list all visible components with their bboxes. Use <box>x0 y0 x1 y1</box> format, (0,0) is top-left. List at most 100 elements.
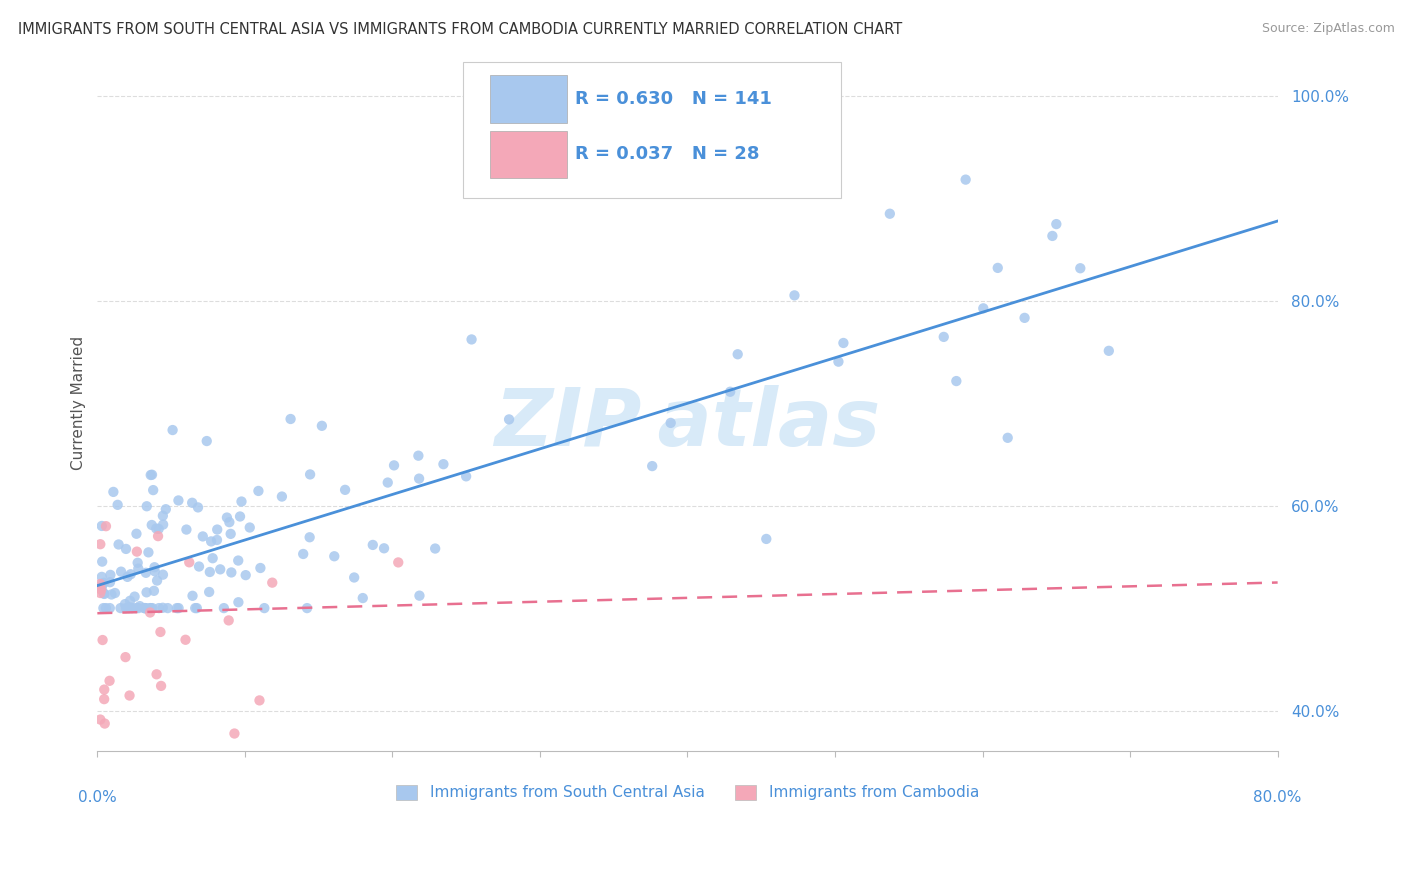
Point <box>141 467 163 482</box>
Text: Source: ZipAtlas.com: Source: ZipAtlas.com <box>1261 22 1395 36</box>
Point <box>135 566 157 580</box>
Point <box>103 484 125 499</box>
Point <box>152 600 174 615</box>
Point <box>118 594 141 608</box>
Text: ZIP atlas: ZIP atlas <box>495 385 880 463</box>
Point <box>292 547 315 561</box>
Point <box>118 689 141 703</box>
Point <box>167 493 190 508</box>
Point <box>498 412 520 426</box>
Point <box>141 518 163 533</box>
Point <box>198 585 221 599</box>
Point <box>174 632 197 647</box>
Point <box>955 172 977 186</box>
Point <box>122 826 145 840</box>
Point <box>166 601 188 615</box>
Point <box>124 590 146 604</box>
Point <box>110 601 132 615</box>
Point <box>121 601 143 615</box>
Point <box>727 347 749 361</box>
Point <box>373 541 395 556</box>
Point <box>195 434 218 448</box>
Point <box>235 568 257 582</box>
Point <box>280 412 302 426</box>
Point <box>91 555 114 569</box>
Point <box>1045 217 1067 231</box>
Point <box>93 575 115 590</box>
Point <box>127 556 149 570</box>
Point <box>139 601 162 615</box>
Point <box>209 562 232 576</box>
Point <box>156 601 179 615</box>
Point <box>218 614 240 628</box>
Point <box>408 589 430 603</box>
Point <box>105 798 128 813</box>
Point <box>90 570 112 584</box>
Point <box>253 601 276 615</box>
Point <box>361 538 384 552</box>
Point <box>239 520 262 534</box>
Point <box>181 496 204 510</box>
Point <box>181 589 204 603</box>
Point <box>107 498 129 512</box>
Point <box>120 567 142 582</box>
Point <box>783 288 806 302</box>
Point <box>972 301 994 316</box>
Point <box>93 716 115 731</box>
Point <box>128 599 150 614</box>
Point <box>115 601 138 615</box>
Text: R = 0.630   N = 141: R = 0.630 N = 141 <box>575 90 772 108</box>
Point <box>149 624 172 639</box>
Point <box>187 500 209 515</box>
Point <box>162 423 184 437</box>
Point <box>205 523 228 537</box>
Point <box>432 457 454 471</box>
Point <box>176 523 198 537</box>
Point <box>408 472 430 486</box>
Point <box>94 519 117 533</box>
Point <box>155 502 177 516</box>
Point <box>827 354 849 368</box>
Point <box>148 601 170 615</box>
Point <box>128 601 150 615</box>
Point <box>152 567 174 582</box>
Point <box>188 559 211 574</box>
Point <box>127 561 149 575</box>
Point <box>377 475 399 490</box>
Point <box>221 566 243 580</box>
Point <box>997 431 1019 445</box>
Point <box>229 509 252 524</box>
Point <box>659 416 682 430</box>
Point <box>141 601 163 615</box>
Point <box>879 207 901 221</box>
Point <box>145 667 167 681</box>
Point <box>89 577 111 591</box>
Point <box>198 565 221 579</box>
Point <box>179 555 201 569</box>
Point <box>98 673 121 688</box>
Point <box>89 713 111 727</box>
Point <box>125 601 148 615</box>
Point <box>98 601 121 615</box>
Point <box>93 601 115 615</box>
Text: 80.0%: 80.0% <box>1253 789 1302 805</box>
Point <box>118 601 141 615</box>
Point <box>90 580 112 594</box>
Point <box>139 606 162 620</box>
Point <box>270 490 292 504</box>
Point <box>134 601 156 615</box>
Point <box>987 260 1010 275</box>
Point <box>945 374 967 388</box>
Point <box>98 575 121 590</box>
Point <box>125 544 148 558</box>
Point <box>932 330 955 344</box>
Point <box>295 601 318 615</box>
Point <box>249 561 271 575</box>
Point <box>201 551 224 566</box>
Point <box>1098 343 1121 358</box>
Point <box>125 526 148 541</box>
Point <box>200 534 222 549</box>
Point <box>114 597 136 611</box>
Point <box>152 517 174 532</box>
Point <box>90 577 112 591</box>
